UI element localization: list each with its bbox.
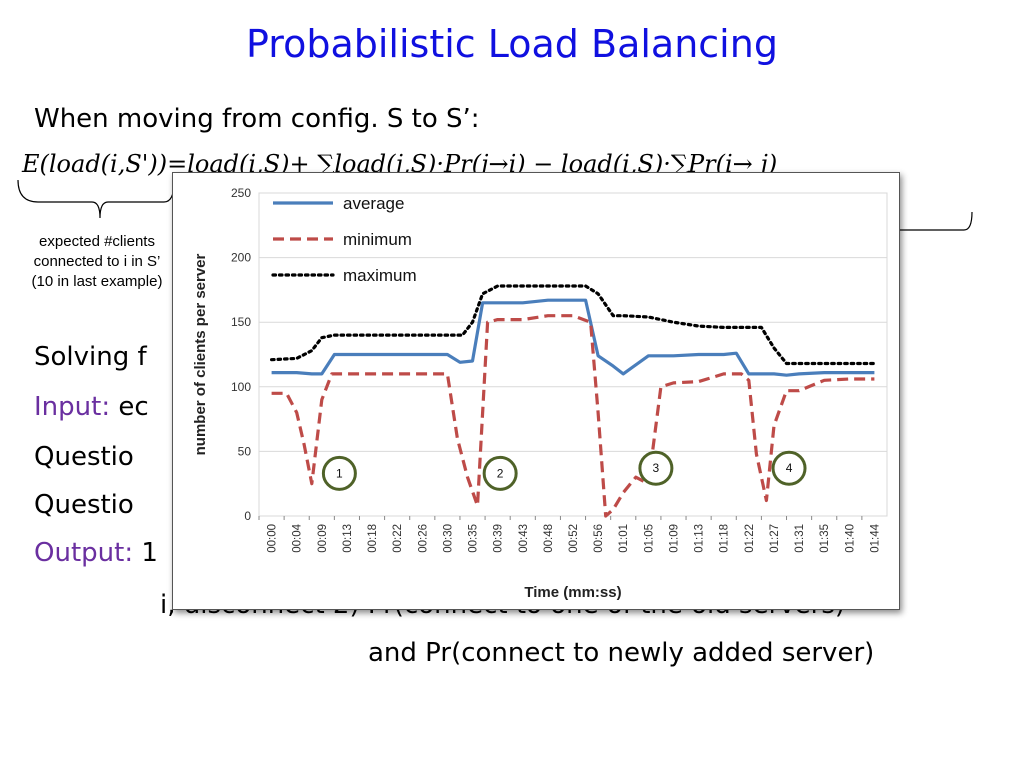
slide-title: Probabilistic Load Balancing bbox=[246, 22, 778, 66]
x-tick-label: 00:43 bbox=[518, 524, 530, 553]
y-tick-label: 50 bbox=[238, 444, 252, 458]
x-tick-label: 01:31 bbox=[794, 524, 806, 553]
x-tick-label: 00:04 bbox=[292, 523, 304, 552]
annotation-line-1: expected #clients bbox=[39, 233, 155, 250]
y-tick-label: 0 bbox=[244, 509, 251, 523]
x-tick-label: 00:56 bbox=[593, 524, 605, 553]
legend-label-average: average bbox=[343, 194, 404, 213]
x-tick-label: 00:35 bbox=[468, 524, 480, 553]
x-tick-label: 00:30 bbox=[442, 524, 454, 553]
x-tick-label: 01:35 bbox=[819, 524, 831, 553]
question-line-2: Questio bbox=[34, 490, 134, 520]
event-marker-circle bbox=[638, 450, 674, 486]
x-tick-label: 00:26 bbox=[417, 524, 429, 553]
input-label: Input: bbox=[34, 392, 111, 422]
solving-line: Solving f bbox=[34, 342, 147, 372]
event-marker-label: 3 bbox=[653, 461, 660, 475]
event-marker-label: 1 bbox=[336, 466, 343, 480]
x-tick-label: 01:05 bbox=[643, 524, 655, 553]
right-brace bbox=[896, 211, 973, 231]
input-text: ec bbox=[110, 392, 149, 422]
annotation-line-3: (10 in last example) bbox=[31, 273, 163, 290]
x-tick-label: 00:52 bbox=[568, 524, 580, 553]
series-line-maximum bbox=[269, 284, 877, 366]
x-tick-label: 00:00 bbox=[267, 524, 279, 553]
intro-line: When moving from config. S to S’: bbox=[34, 104, 480, 134]
x-tick-label: 01:22 bbox=[744, 524, 756, 553]
new-server-line: and Pr(connect to newly added server) bbox=[368, 638, 875, 668]
x-tick-label: 00:39 bbox=[493, 524, 505, 553]
y-tick-label: 100 bbox=[231, 380, 251, 394]
x-tick-label: 01:13 bbox=[694, 524, 706, 553]
x-axis-label: Time (mm:ss) bbox=[524, 584, 621, 601]
output-label: Output: bbox=[34, 538, 134, 568]
annotation-line-2: connected to i in S’ bbox=[33, 253, 161, 270]
legend-label-maximum: maximum bbox=[343, 266, 417, 285]
x-tick-label: 01:44 bbox=[869, 523, 881, 552]
input-line: Input: ec bbox=[34, 392, 149, 422]
x-tick-label: 01:18 bbox=[719, 524, 731, 553]
x-tick-label: 00:48 bbox=[543, 524, 555, 553]
x-tick-label: 00:13 bbox=[342, 524, 354, 553]
x-tick-label: 00:09 bbox=[317, 524, 329, 553]
x-tick-label: 01:01 bbox=[618, 524, 630, 553]
x-tick-label: 01:09 bbox=[668, 524, 680, 553]
chart-panel: 0 50 100 150 200 250 00:00 00:04 00:09 00:13 00:18… bbox=[172, 172, 900, 610]
x-tick-label: 00:22 bbox=[392, 524, 404, 553]
y-tick-label: 250 bbox=[231, 186, 251, 200]
event-marker-label: 2 bbox=[497, 466, 504, 480]
x-tick-label: 01:27 bbox=[769, 524, 781, 553]
series-line-minimum bbox=[271, 314, 875, 518]
x-tick-label: 00:18 bbox=[367, 524, 379, 553]
left-brace bbox=[17, 179, 175, 219]
event-marker-label: 4 bbox=[786, 461, 793, 475]
series-line-average bbox=[271, 298, 875, 377]
output-text: 1 bbox=[133, 538, 158, 568]
y-axis-label: number of clients per server bbox=[192, 253, 209, 455]
clients-per-server-chart: 0 50 100 150 200 250 00:00 00:04 00:09 00:13 00:18… bbox=[192, 186, 888, 601]
output-line: Output: 1 bbox=[34, 538, 158, 568]
event-marker-circle bbox=[321, 455, 357, 491]
legend-label-minimum: minimum bbox=[343, 230, 412, 249]
event-marker-circle bbox=[482, 455, 518, 491]
x-tick-label: 01:40 bbox=[844, 524, 856, 553]
annotation-expected-clients: expected #clients connected to i in S’ (… bbox=[2, 232, 192, 292]
y-tick-label: 150 bbox=[231, 315, 251, 329]
event-marker-circle bbox=[771, 450, 807, 486]
y-tick-label: 200 bbox=[231, 251, 251, 265]
question-line-1: Questio bbox=[34, 442, 134, 472]
